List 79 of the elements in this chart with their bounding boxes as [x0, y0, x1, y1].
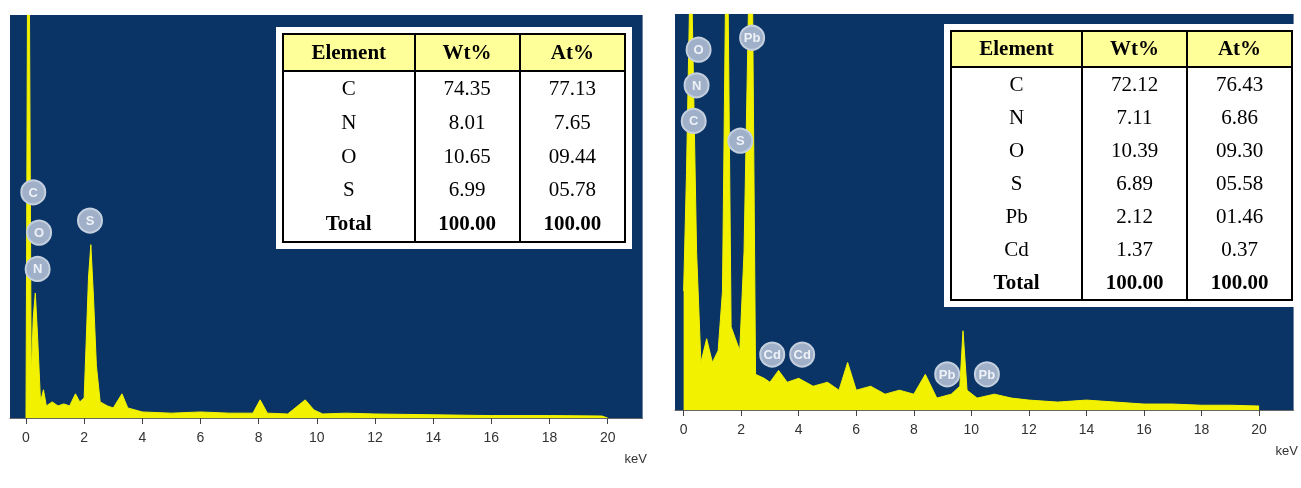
x-tick-label: 0 [679, 421, 688, 437]
annotation: Pb [978, 366, 996, 382]
annotation: C [28, 184, 39, 200]
text: 09.30 [1215, 138, 1264, 163]
text: 10.39 [1110, 138, 1159, 163]
x-tick-label: 16 [483, 429, 500, 445]
annotation: C [689, 113, 700, 129]
text: 74.35 [443, 76, 491, 101]
text: 100.00 [438, 211, 496, 236]
x-tick-label: 8 [254, 429, 263, 445]
x-tick-label: 2 [80, 429, 89, 445]
x-tick-label: 18 [1193, 421, 1210, 437]
x-tick-label: 10 [309, 429, 325, 445]
text: 7.65 [553, 110, 591, 135]
category-label: Total [325, 211, 372, 236]
annotation: N [691, 77, 702, 93]
x-tick-label: 20 [599, 429, 616, 445]
text: 2.12 [1116, 203, 1153, 228]
x-tick-label: 12 [367, 429, 384, 445]
x-tick-label: 10 [963, 421, 980, 437]
annotation: O [34, 225, 45, 241]
category-label: C [1009, 72, 1024, 97]
category-label: Wt% [414, 34, 520, 71]
category-label: S [1010, 170, 1023, 195]
annotation: S [735, 133, 745, 149]
text: Element [951, 31, 1083, 67]
category-label: C [341, 76, 356, 101]
text: 8.01 [448, 110, 486, 135]
text: 05.58 [1215, 170, 1264, 195]
x-tick-label: 6 [852, 421, 861, 437]
text: 09.44 [548, 143, 596, 168]
text: 01.46 [1215, 203, 1264, 228]
text: 0.37 [1221, 236, 1258, 261]
text: Element [283, 34, 415, 71]
text: 72.12 [1110, 72, 1159, 97]
x-tick-label: 18 [541, 429, 558, 445]
x-tick-label: 2 [737, 421, 746, 437]
x-tick-label: 4 [794, 421, 803, 437]
category-label: O [1008, 138, 1025, 163]
category-label: N [1008, 105, 1025, 130]
text: 77.13 [548, 76, 596, 101]
category-label: O [341, 143, 357, 168]
text: 100.00 [1105, 269, 1164, 294]
annotation: S [85, 213, 95, 229]
annotation: Pb [938, 366, 956, 382]
category-label: At% [519, 34, 625, 71]
x-axis-title: keV [1275, 443, 1299, 458]
category-label: At% [1187, 31, 1292, 67]
text: 1.37 [1116, 236, 1153, 261]
text: 7.11 [1116, 105, 1153, 130]
x-tick-label: 4 [138, 429, 147, 445]
annotation: Cd [763, 347, 781, 363]
text: 76.43 [1215, 72, 1264, 97]
x-tick-label: 8 [909, 421, 918, 437]
text: 6.99 [448, 177, 486, 202]
annotation: Pb [743, 30, 761, 46]
text: 100.00 [1210, 269, 1269, 294]
x-tick-label: 14 [425, 429, 442, 445]
text: 10.65 [443, 143, 491, 168]
x-tick-label: 14 [1078, 421, 1095, 437]
category-label: N [341, 110, 357, 135]
text: 100.00 [543, 211, 602, 236]
text: 05.78 [548, 177, 596, 202]
annotation: Cd [793, 347, 811, 363]
category-label: Total [993, 269, 1040, 294]
category-label: Cd [1004, 236, 1029, 261]
x-axis-title: keV [624, 451, 648, 466]
x-tick-label: 12 [1021, 421, 1037, 437]
category-label: S [342, 177, 355, 202]
x-tick-label: 6 [196, 429, 205, 445]
category-label: Pb [1005, 203, 1028, 228]
x-tick-label: 16 [1136, 421, 1152, 437]
annotation: N [32, 261, 43, 277]
text: 6.86 [1221, 105, 1258, 130]
x-tick-label: 20 [1251, 421, 1268, 437]
x-tick-label: 0 [22, 429, 31, 445]
annotation: O [693, 42, 704, 58]
text: 6.89 [1116, 170, 1153, 195]
category-label: Wt% [1082, 31, 1188, 67]
